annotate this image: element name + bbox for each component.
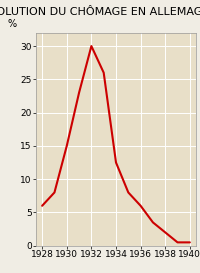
Text: ÉVOLUTION DU CHÔMAGE EN ALLEMAGNE: ÉVOLUTION DU CHÔMAGE EN ALLEMAGNE <box>0 7 200 17</box>
Text: %: % <box>8 19 17 29</box>
